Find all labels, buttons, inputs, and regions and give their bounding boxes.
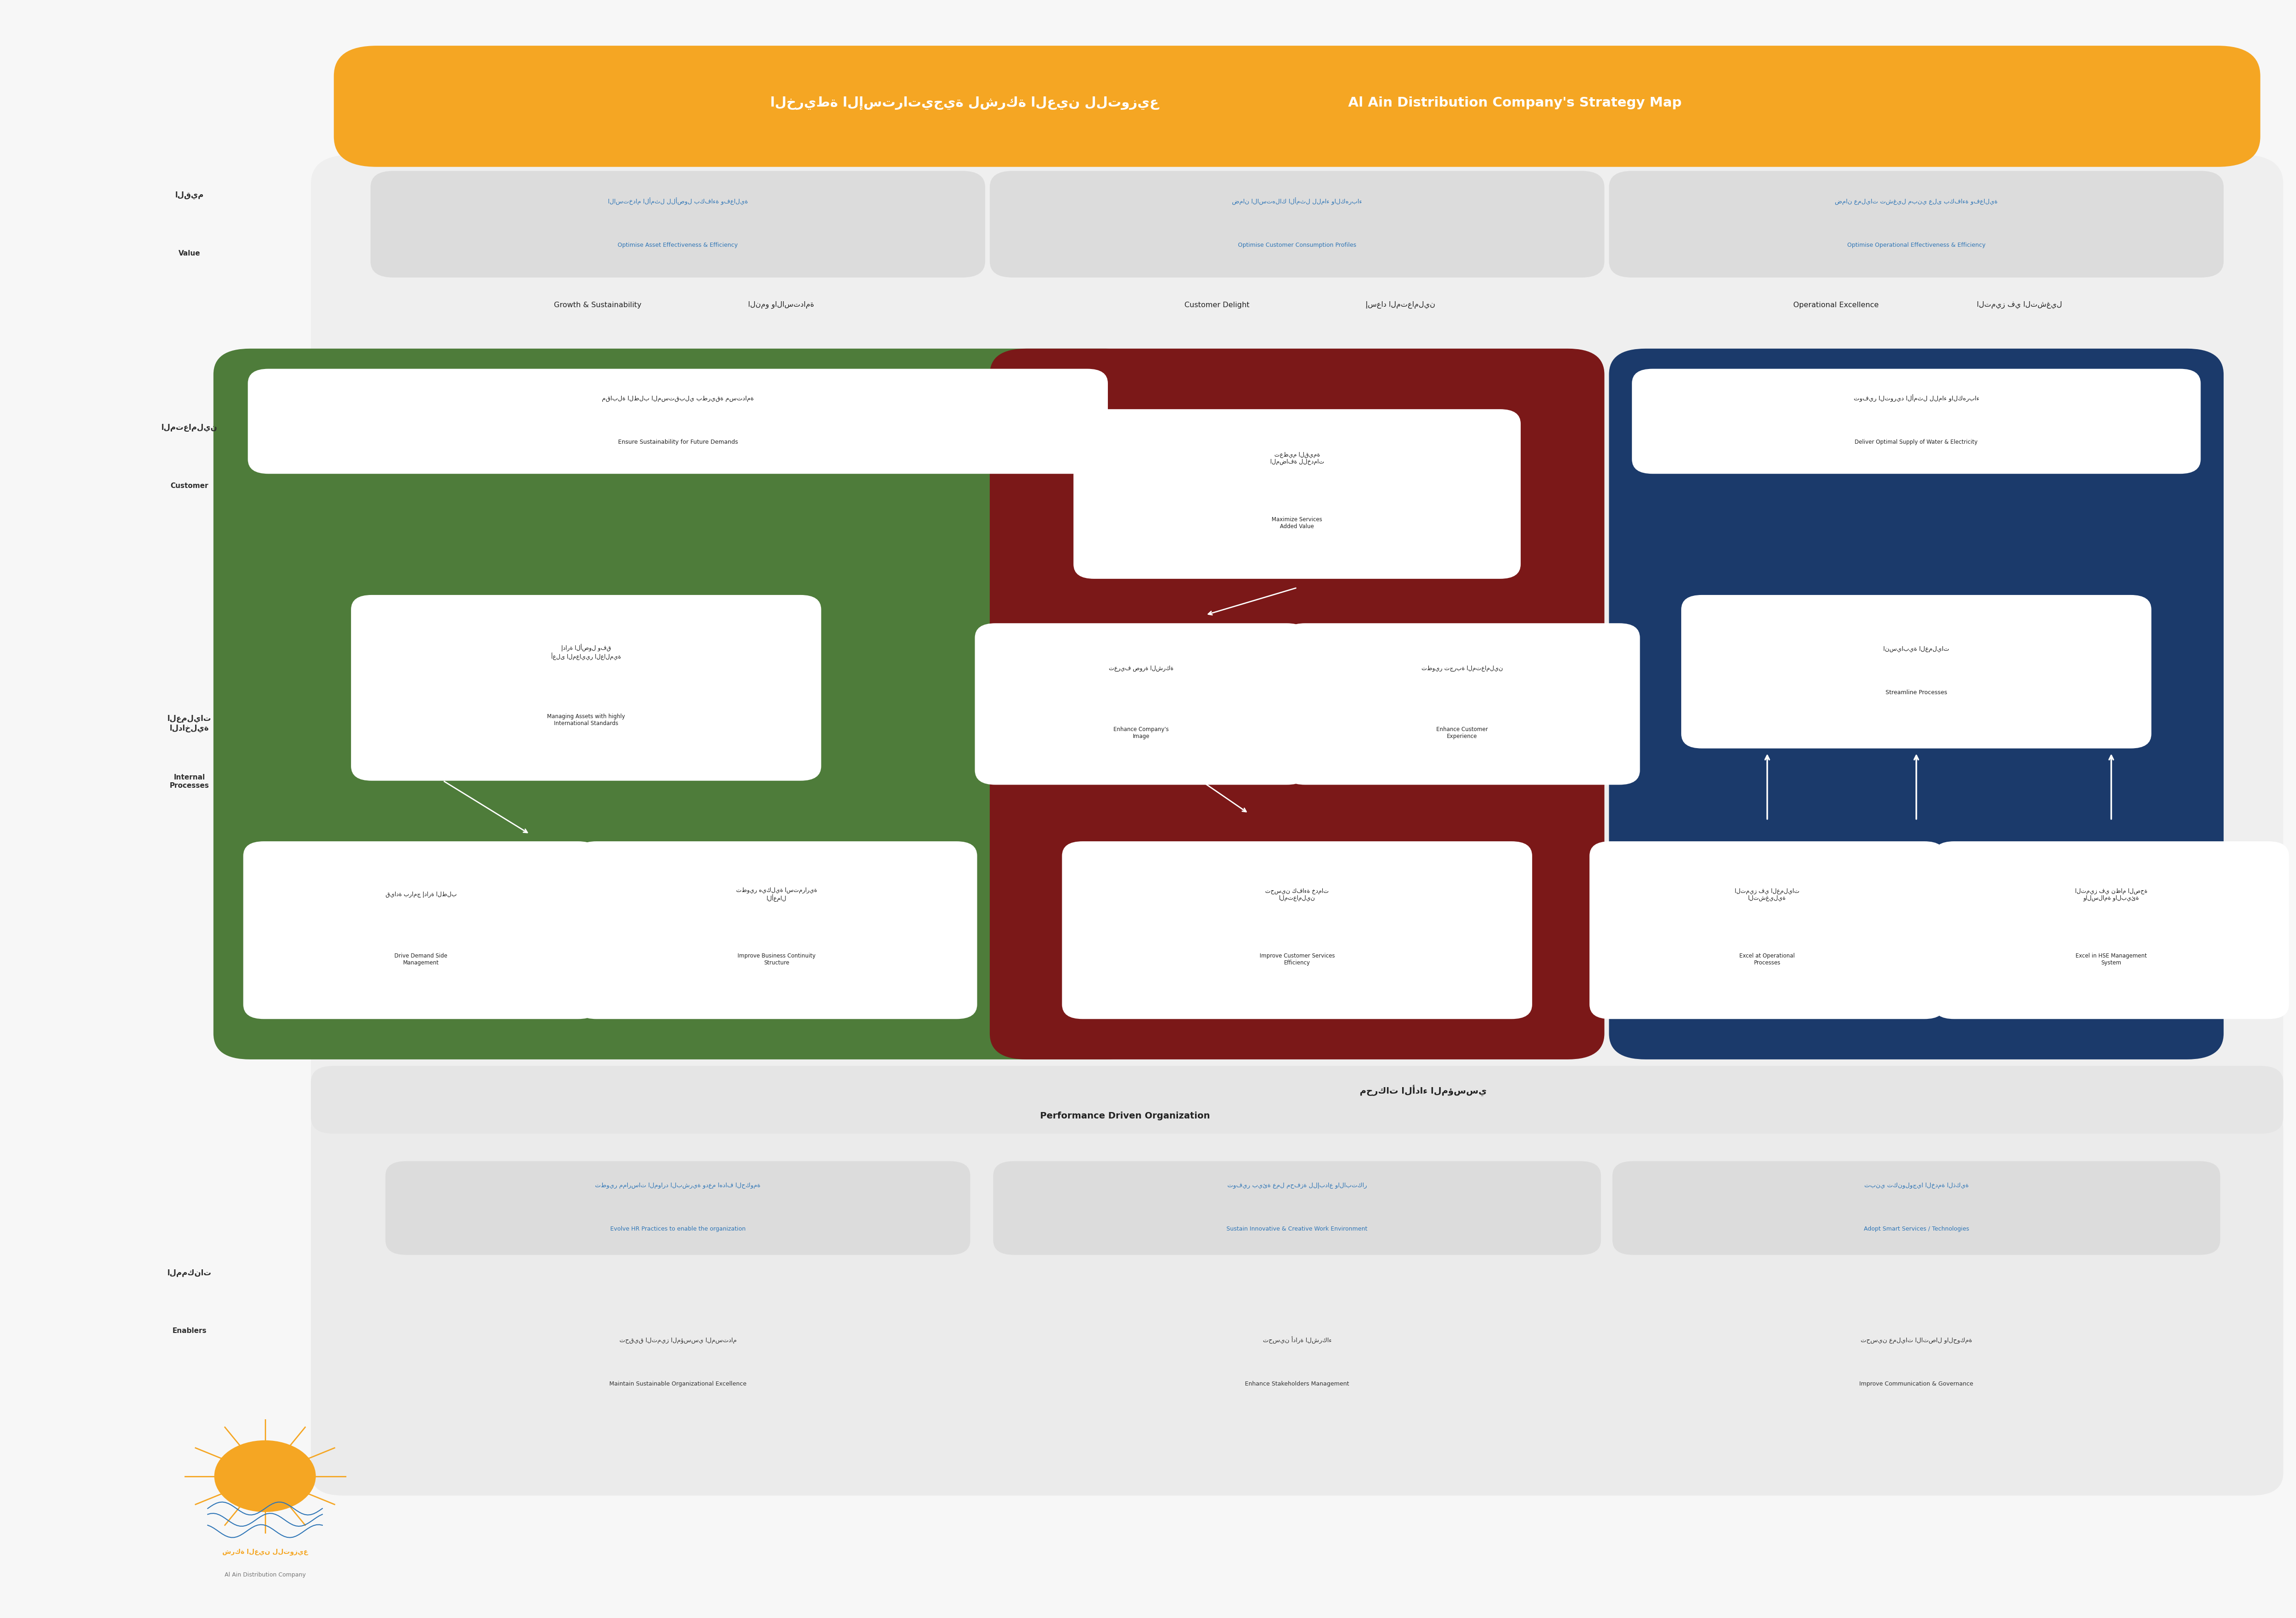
Text: Enhance Stakeholders Management: Enhance Stakeholders Management [1244, 1382, 1350, 1387]
FancyBboxPatch shape [1612, 1311, 2220, 1416]
FancyBboxPatch shape [994, 1162, 1600, 1256]
Text: محركات الأداء المؤسسي: محركات الأداء المؤسسي [1359, 1084, 1488, 1095]
Text: انسيابية العمليات: انسيابية العمليات [1883, 646, 1949, 652]
Text: Operational Excellence: Operational Excellence [1793, 301, 1878, 309]
Text: تحسين أدارة الشركاء: تحسين أدارة الشركاء [1263, 1336, 1332, 1345]
FancyBboxPatch shape [243, 841, 599, 1019]
Text: الاستخدام الأمثل للأصول بكفاءة وفعالية: الاستخدام الأمثل للأصول بكفاءة وفعالية [608, 197, 748, 205]
Text: Maintain Sustainable Organizational Excellence: Maintain Sustainable Organizational Exce… [608, 1382, 746, 1387]
Text: العمليات
الداخلية: العمليات الداخلية [168, 715, 211, 733]
Text: Optimise Operational Effectiveness & Efficiency: Optimise Operational Effectiveness & Eff… [1848, 243, 1986, 248]
Text: تحقيق التميز المؤسسي المستدام: تحقيق التميز المؤسسي المستدام [620, 1338, 737, 1343]
Text: Al Ain Distribution Company: Al Ain Distribution Company [225, 1571, 305, 1578]
FancyBboxPatch shape [994, 1311, 1600, 1416]
Text: Enhance Company's
Image: Enhance Company's Image [1114, 726, 1169, 739]
Text: القيم: القيم [174, 191, 204, 199]
Text: تطوير ممارسات الموارد البشرية ودعم اهداف الحكومة: تطوير ممارسات الموارد البشرية ودعم اهداف… [595, 1183, 760, 1189]
FancyBboxPatch shape [214, 348, 1143, 1060]
Text: التميز في التشغيل: التميز في التشغيل [1977, 301, 2062, 309]
Text: Growth & Sustainability: Growth & Sustainability [553, 301, 641, 309]
Text: تبني تكنولوجيا الخدمة الذكية: تبني تكنولوجيا الخدمة الذكية [1864, 1183, 1968, 1189]
Text: Excel in HSE Management
System: Excel in HSE Management System [2076, 953, 2147, 966]
Text: ضمان الاستهلاك الأمثل للماء والكهرباء: ضمان الاستهلاك الأمثل للماء والكهرباء [1233, 197, 1362, 205]
Text: الممكنات: الممكنات [168, 1269, 211, 1277]
Text: Sustain Innovative & Creative Work Environment: Sustain Innovative & Creative Work Envir… [1226, 1226, 1368, 1231]
Text: Internal
Processes: Internal Processes [170, 773, 209, 790]
FancyBboxPatch shape [1609, 172, 2223, 278]
Circle shape [214, 1440, 315, 1511]
Text: Deliver Optimal Supply of Water & Electricity: Deliver Optimal Supply of Water & Electr… [1855, 440, 1977, 445]
Text: Maximize Services
Added Value: Maximize Services Added Value [1272, 516, 1322, 529]
Text: Improve Customer Services
Efficiency: Improve Customer Services Efficiency [1261, 953, 1334, 966]
FancyBboxPatch shape [990, 348, 1605, 1060]
FancyBboxPatch shape [370, 172, 985, 278]
Text: توفير التوريد الأمثل للماء والكهرباء: توفير التوريد الأمثل للماء والكهرباء [1853, 395, 1979, 403]
Text: المتعاملين: المتعاملين [161, 424, 218, 432]
FancyBboxPatch shape [1063, 841, 1531, 1019]
Text: Evolve HR Practices to enable the organization: Evolve HR Practices to enable the organi… [611, 1226, 746, 1231]
Text: ضمان عمليات تشغيل مبني على بكفاءة وفعالية: ضمان عمليات تشغيل مبني على بكفاءة وفعالي… [1835, 199, 1998, 204]
Text: مقابلة الطلب المستقبلي بطريقة مستدامة: مقابلة الطلب المستقبلي بطريقة مستدامة [602, 396, 753, 401]
FancyBboxPatch shape [386, 1162, 971, 1256]
FancyBboxPatch shape [1609, 348, 2223, 1060]
FancyBboxPatch shape [310, 1108, 2282, 1495]
Text: Ensure Sustainability for Future Demands: Ensure Sustainability for Future Demands [618, 440, 737, 445]
FancyBboxPatch shape [976, 623, 1306, 785]
Text: Performance Driven Organization: Performance Driven Organization [1040, 1112, 1210, 1120]
Text: Managing Assets with highly
International Standards: Managing Assets with highly Internationa… [546, 714, 625, 726]
FancyBboxPatch shape [1681, 595, 2151, 749]
FancyBboxPatch shape [576, 841, 978, 1019]
Text: Customer: Customer [170, 482, 209, 489]
Text: Customer Delight: Customer Delight [1185, 301, 1249, 309]
Text: شركة العين للتوزيع: شركة العين للتوزيع [223, 1548, 308, 1555]
Text: تطوير هيكلية استمرارية
الأعمال: تطوير هيكلية استمرارية الأعمال [737, 887, 817, 901]
FancyBboxPatch shape [248, 369, 1109, 474]
Text: Enhance Customer
Experience: Enhance Customer Experience [1437, 726, 1488, 739]
FancyBboxPatch shape [1632, 369, 2200, 474]
Text: تطوير تجربة المتعاملين: تطوير تجربة المتعاملين [1421, 665, 1504, 671]
Text: Al Ain Distribution Company's Strategy Map: Al Ain Distribution Company's Strategy M… [1348, 97, 1681, 110]
Text: Streamline Processes: Streamline Processes [1885, 689, 1947, 696]
Text: إسعاد المتعاملين: إسعاد المتعاملين [1366, 301, 1435, 309]
Text: التميز في نظام الصحة
والسلامة والبيئة: التميز في نظام الصحة والسلامة والبيئة [2076, 888, 2147, 901]
Text: تحسين عمليات الاتصال والحوكمة: تحسين عمليات الاتصال والحوكمة [1860, 1338, 1972, 1343]
FancyBboxPatch shape [310, 155, 2282, 1479]
Text: تعريف صورة الشركة: تعريف صورة الشركة [1109, 665, 1173, 671]
FancyBboxPatch shape [386, 1311, 971, 1416]
Text: Excel at Operational
Processes: Excel at Operational Processes [1740, 953, 1795, 966]
Text: توفير بيئة عمل محفزة للإبداع والابتكار: توفير بيئة عمل محفزة للإبداع والابتكار [1228, 1183, 1366, 1189]
Text: Enablers: Enablers [172, 1327, 207, 1335]
Text: إدارة الأصول وفق
أعلى المعايير العالمية: إدارة الأصول وفق أعلى المعايير العالمية [551, 644, 620, 660]
Text: Improve Communication & Governance: Improve Communication & Governance [1860, 1382, 1972, 1387]
FancyBboxPatch shape [1612, 1162, 2220, 1256]
Text: الخريطة الإستراتيجية لشركة العين للتوزيع: الخريطة الإستراتيجية لشركة العين للتوزيع [769, 97, 1159, 110]
Text: النمو والاستدامة: النمو والاستدامة [748, 301, 815, 309]
FancyBboxPatch shape [310, 1066, 2282, 1134]
Text: Optimise Asset Effectiveness & Efficiency: Optimise Asset Effectiveness & Efficienc… [618, 243, 737, 248]
FancyBboxPatch shape [1589, 841, 1945, 1019]
Text: التميز في العمليات
التشغيلية: التميز في العمليات التشغيلية [1736, 888, 1800, 901]
Text: Improve Business Continuity
Structure: Improve Business Continuity Structure [737, 953, 815, 966]
Text: Value: Value [179, 249, 200, 257]
FancyBboxPatch shape [1933, 841, 2289, 1019]
FancyBboxPatch shape [333, 45, 2259, 167]
FancyBboxPatch shape [1283, 623, 1639, 785]
Text: Drive Demand Side
Management: Drive Demand Side Management [395, 953, 448, 966]
Text: Optimise Customer Consumption Profiles: Optimise Customer Consumption Profiles [1238, 243, 1357, 248]
Text: تعظيم القيمة
المضافة للخدمات: تعظيم القيمة المضافة للخدمات [1270, 451, 1325, 464]
Text: تحسين كفاءة خدمات
المتعاملين: تحسين كفاءة خدمات المتعاملين [1265, 888, 1329, 901]
Text: قيادة برامج إدارة الطلب: قيادة برامج إدارة الطلب [386, 892, 457, 898]
FancyBboxPatch shape [351, 595, 822, 781]
Text: Adopt Smart Services / Technologies: Adopt Smart Services / Technologies [1864, 1226, 1970, 1231]
FancyBboxPatch shape [1075, 409, 1520, 579]
FancyBboxPatch shape [990, 172, 1605, 278]
